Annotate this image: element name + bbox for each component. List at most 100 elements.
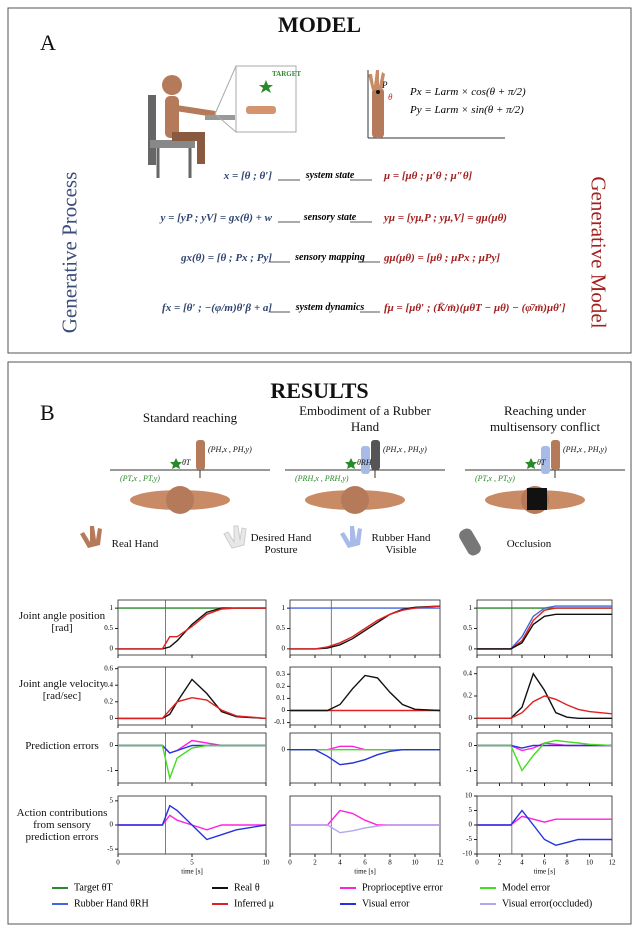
plot-frame xyxy=(117,666,267,726)
y-tick-label: 0 xyxy=(110,644,114,652)
diagram-label: θT xyxy=(182,458,191,467)
diagram-label: (PT,x , PT,y) xyxy=(475,474,515,483)
y-tick-label: 0.1 xyxy=(276,694,285,702)
x-tick-label: 0 xyxy=(116,859,120,867)
x-axis-label: time [s] xyxy=(181,868,203,876)
series-line xyxy=(477,739,613,772)
arm-equation: Py = Larm × sin(θ + π/2) xyxy=(410,104,524,116)
legend-label: Visual error(occluded) xyxy=(502,898,592,909)
y-tick-label: 10 xyxy=(465,792,473,800)
person-illustration xyxy=(148,65,297,178)
x-tick-label: 10 xyxy=(586,859,594,867)
y-tick-label: 0.5 xyxy=(104,624,113,632)
forearm xyxy=(371,440,380,470)
y-tick-label: 0.4 xyxy=(104,681,113,689)
plot-frame xyxy=(476,732,613,784)
model-equation: yμ = [yμ,P ; yμ,V] = gμ(μθ) xyxy=(384,212,507,224)
arm-label: θ xyxy=(388,92,393,102)
panel-a-frame xyxy=(7,7,632,354)
series-line xyxy=(477,613,612,650)
y-tick-label: 0.5 xyxy=(276,624,285,632)
x-tick-label: 12 xyxy=(609,859,617,867)
row-label: Action contributions from sensory predic… xyxy=(16,807,108,843)
rubber-arm xyxy=(541,446,550,474)
icon-label: Occlusion xyxy=(506,538,552,550)
y-tick-label: 5 xyxy=(110,796,114,804)
legend-label: Inferred μ xyxy=(234,898,274,909)
y-tick-label: 1 xyxy=(469,604,473,612)
y-tick-label: 0 xyxy=(282,644,286,652)
y-tick-label: 0 xyxy=(469,821,473,829)
x-tick-label: 6 xyxy=(543,859,547,867)
x-tick-label: 4 xyxy=(520,859,524,867)
relation-arrows xyxy=(270,179,380,313)
diagram-label: (PH,x , PH,y) xyxy=(563,445,607,454)
process-equation: fx = [θ′ ; −(φ/m)θ′β + a] xyxy=(162,302,272,314)
legend-icons xyxy=(80,525,481,556)
column-title: Standard reaching xyxy=(142,410,238,425)
panel-label: A xyxy=(40,30,56,55)
panel-b-frame xyxy=(7,361,632,925)
y-tick-label: 1 xyxy=(282,604,286,612)
relation-label: sensory mapping xyxy=(295,252,365,263)
target-label: TARGET xyxy=(272,70,302,78)
plot-frame xyxy=(289,599,441,656)
head-shape xyxy=(341,486,369,514)
y-tick-label: 0.4 xyxy=(463,669,472,677)
x-tick-label: 8 xyxy=(565,859,569,867)
x-tick-label: 5 xyxy=(190,859,194,867)
y-tick-label: 0.5 xyxy=(463,624,472,632)
diagram-label: (PRH,x , PRH,y) xyxy=(295,474,349,483)
x-axis-label: time [s] xyxy=(534,868,556,876)
process-equation: x = [θ ; θ′] xyxy=(223,170,272,182)
head-shape xyxy=(166,486,194,514)
y-tick-label: 0 xyxy=(282,706,286,714)
y-tick-label: 0 xyxy=(110,821,114,829)
legend-label: Proprioceptive error xyxy=(362,882,443,893)
relation-label: sensory state xyxy=(303,212,357,223)
y-tick-label: -5 xyxy=(107,845,113,853)
icon-label: Desired Hand Posture xyxy=(250,532,312,556)
model-title: MODEL xyxy=(277,12,362,37)
target-star xyxy=(345,458,357,469)
y-tick-label: 0.2 xyxy=(276,682,285,690)
process-equation: gx(θ) = [θ ; Px ; Py] xyxy=(181,252,272,264)
y-tick-label: 0 xyxy=(469,644,473,652)
x-tick-label: 2 xyxy=(313,859,317,867)
arm-label: P xyxy=(382,80,388,90)
x-tick-label: 0 xyxy=(288,859,292,867)
panel-label: B xyxy=(40,400,55,425)
series-line xyxy=(477,809,612,847)
series-line xyxy=(290,605,441,650)
x-tick-label: 0 xyxy=(475,859,479,867)
y-tick-label: -1 xyxy=(107,766,113,774)
arm-equation: Px = Larm × cos(θ + π/2) xyxy=(410,86,526,98)
y-tick-label: 0.3 xyxy=(276,670,285,678)
row-label: Prediction errors xyxy=(25,740,99,752)
series-line xyxy=(290,824,440,834)
icon-label: Real Hand xyxy=(111,538,159,550)
series-line xyxy=(118,696,267,720)
y-tick-label: 5 xyxy=(469,806,473,814)
x-tick-label: 6 xyxy=(363,859,367,867)
row-label: Joint angle position [rad] xyxy=(18,609,106,634)
y-tick-label: 0 xyxy=(282,745,286,753)
y-tick-label: 0 xyxy=(110,714,114,722)
column-title: Embodiment of a Rubber Hand xyxy=(299,403,431,434)
y-tick-label: -0.1 xyxy=(274,718,286,726)
plot-frame xyxy=(289,732,441,784)
x-tick-label: 10 xyxy=(263,859,271,867)
x-tick-label: 10 xyxy=(412,859,420,867)
relation-label: system state xyxy=(305,170,355,181)
diagram-label: (PH,x , PH,y) xyxy=(383,445,427,454)
legend-label: Model error xyxy=(502,882,551,893)
x-axis-label: time [s] xyxy=(354,868,376,876)
legend-label: Real θ xyxy=(234,882,260,893)
y-tick-label: 0 xyxy=(469,741,473,749)
icon-label: Rubber Hand Visible xyxy=(371,532,431,556)
diagram-label: (PT,x , PT,y) xyxy=(120,474,160,483)
series-line xyxy=(290,605,441,650)
x-tick-label: 12 xyxy=(437,859,445,867)
